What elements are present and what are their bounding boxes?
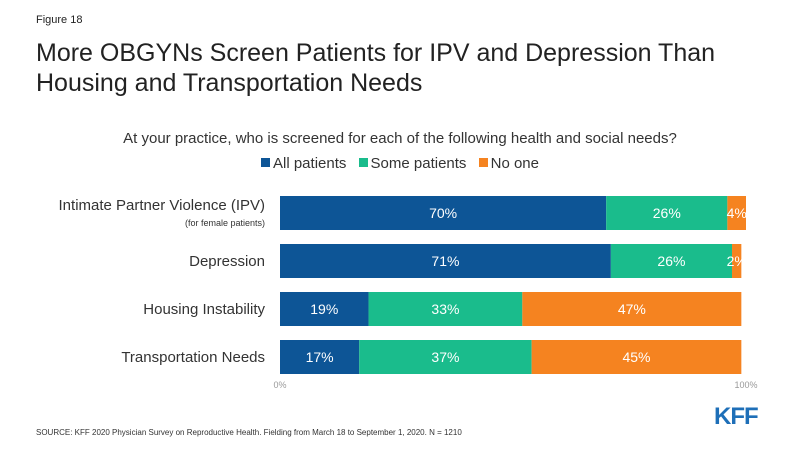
legend-swatch — [478, 158, 488, 167]
data-label: 37% — [431, 349, 459, 365]
data-label: 33% — [431, 301, 459, 317]
bar-segment — [280, 196, 607, 230]
data-label: 4% — [727, 205, 747, 221]
category-label: Intimate Partner Violence (IPV) — [59, 197, 265, 214]
legend-item-some-patients: Some patients — [358, 155, 467, 172]
bar-segment — [368, 292, 523, 326]
x-tick-label: 100% — [734, 380, 757, 390]
data-label: 2% — [727, 253, 747, 269]
chart-title: More OBGYNs Screen Patients for IPV and … — [36, 39, 716, 97]
bar-segment — [727, 196, 746, 230]
source-note: SOURCE: KFF 2020 Physician Survey on Rep… — [36, 428, 462, 437]
legend: All patients Some patients No one — [0, 155, 800, 172]
category-label: Housing Instability — [143, 301, 265, 318]
data-label: 45% — [622, 349, 650, 365]
figure-label: Figure 18 — [36, 14, 83, 26]
category-sublabel: (for female patients) — [185, 218, 265, 228]
category-label: Depression — [189, 253, 265, 270]
legend-swatch — [358, 158, 368, 167]
bar-segment — [280, 292, 369, 326]
legend-label: All patients — [273, 155, 347, 172]
bar-segment — [732, 244, 742, 278]
bar-segment — [610, 244, 733, 278]
bar-segment — [522, 292, 742, 326]
bar-segment — [359, 340, 532, 374]
bar-segment — [531, 340, 742, 374]
x-tick-label: 0% — [273, 380, 286, 390]
legend-label: No one — [490, 155, 539, 172]
data-label: 70% — [429, 205, 457, 221]
legend-swatch — [261, 158, 270, 167]
bar-segment — [606, 196, 728, 230]
chart-subtitle: At your practice, who is screened for ea… — [123, 130, 677, 147]
data-label: 71% — [431, 253, 459, 269]
category-label: Transportation Needs — [121, 349, 265, 366]
bar-segment — [280, 340, 360, 374]
kff-logo: KFF — [714, 403, 759, 430]
data-label: 26% — [657, 253, 685, 269]
data-label: 26% — [653, 205, 681, 221]
legend-item-no-one: No one — [478, 155, 539, 172]
data-label: 47% — [618, 301, 646, 317]
data-label: 19% — [310, 301, 338, 317]
legend-label: Some patients — [370, 155, 467, 172]
data-label: 17% — [306, 349, 334, 365]
bar-segment — [280, 244, 611, 278]
legend-item-all-patients: All patients — [261, 155, 346, 172]
